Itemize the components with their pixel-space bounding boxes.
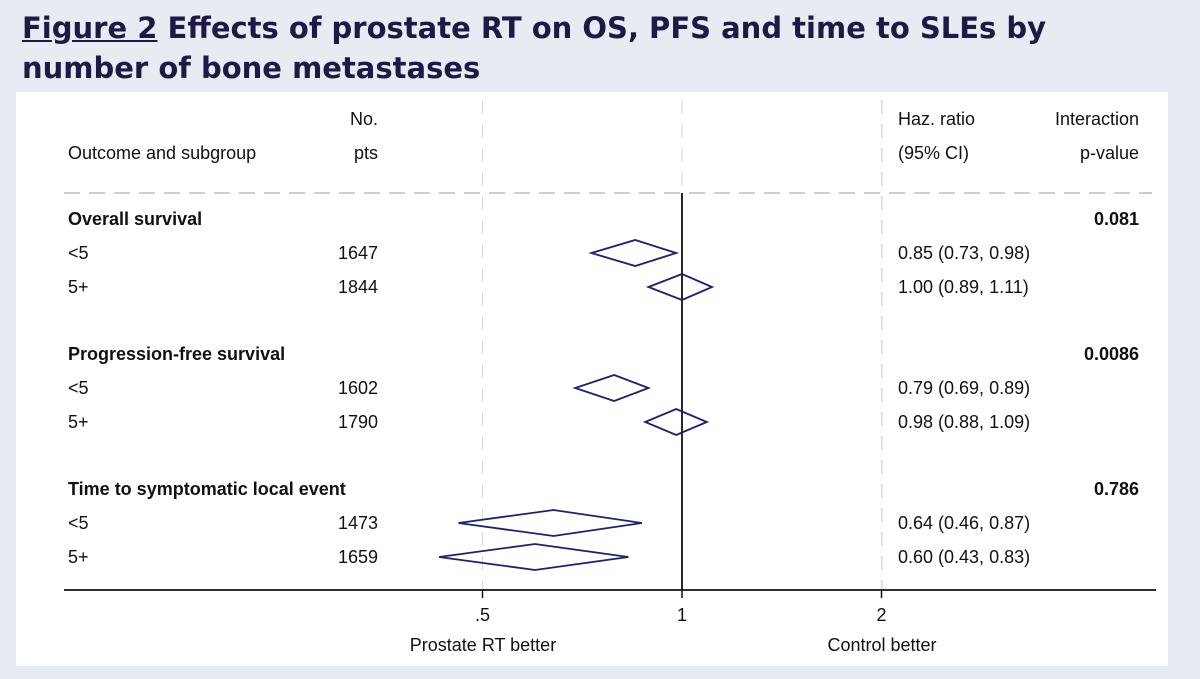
group-title: Time to symptomatic local event: [68, 479, 346, 499]
p-interaction-value: 0.0086: [1084, 344, 1139, 364]
patient-count: 1659: [338, 547, 378, 567]
group-title: Progression-free survival: [68, 344, 285, 364]
subgroup-label: <5: [68, 243, 89, 263]
hazard-ratio-diamond: [642, 408, 710, 436]
p-interaction-value: 0.786: [1094, 479, 1139, 499]
subgroup-label: 5+: [68, 412, 89, 432]
x-tick-label: .5: [475, 605, 490, 625]
hazard-ratio-diamond: [438, 543, 629, 571]
patient-count: 1844: [338, 277, 378, 297]
subgroup-label: <5: [68, 513, 89, 533]
n-header-line2: pts: [354, 143, 378, 163]
n-header-line1: No.: [350, 109, 378, 129]
forest-plot-panel: No. pts Outcome and subgroup Haz. ratio …: [16, 92, 1168, 666]
hazard-ratio-text: 0.64 (0.46, 0.87): [898, 513, 1030, 533]
patient-count: 1473: [338, 513, 378, 533]
hr-header-line2: (95% CI): [898, 143, 969, 163]
hazard-ratio-text: 0.60 (0.43, 0.83): [898, 547, 1030, 567]
patient-count: 1602: [338, 378, 378, 398]
hazard-ratio-diamond: [572, 374, 651, 402]
hr-header-line1: Haz. ratio: [898, 109, 975, 129]
patient-count: 1790: [338, 412, 378, 432]
patient-count: 1647: [338, 243, 378, 263]
x-tick-label: 1: [677, 605, 687, 625]
figure-title-text: Effects of prostate RT on OS, PFS and ti…: [22, 11, 1047, 85]
subgroup-header: Outcome and subgroup: [68, 143, 256, 163]
hazard-ratio-diamond: [588, 239, 680, 267]
subgroup-label: 5+: [68, 547, 89, 567]
hazard-ratio-text: 1.00 (0.89, 1.11): [898, 277, 1029, 297]
group-title: Overall survival: [68, 209, 202, 229]
x-direction-right: Control better: [827, 635, 936, 655]
p-interaction-value: 0.081: [1094, 209, 1139, 229]
hazard-ratio-diamond: [458, 509, 643, 537]
hazard-ratio-text: 0.79 (0.69, 0.89): [898, 378, 1030, 398]
p-header-line2: p-value: [1080, 143, 1139, 163]
subgroup-label: 5+: [68, 277, 89, 297]
subgroup-label: <5: [68, 378, 89, 398]
hazard-ratio-text: 0.98 (0.88, 1.09): [898, 412, 1030, 432]
figure-label: Figure 2: [22, 11, 158, 45]
figure-title: Figure 2 Effects of prostate RT on OS, P…: [22, 8, 1182, 88]
hazard-ratio-diamond: [645, 273, 715, 301]
x-tick-label: 2: [876, 605, 886, 625]
p-header-line1: Interaction: [1055, 109, 1139, 129]
forest-plot: No. pts Outcome and subgroup Haz. ratio …: [64, 100, 1156, 655]
x-direction-left: Prostate RT better: [410, 635, 556, 655]
hazard-ratio-text: 0.85 (0.73, 0.98): [898, 243, 1030, 263]
